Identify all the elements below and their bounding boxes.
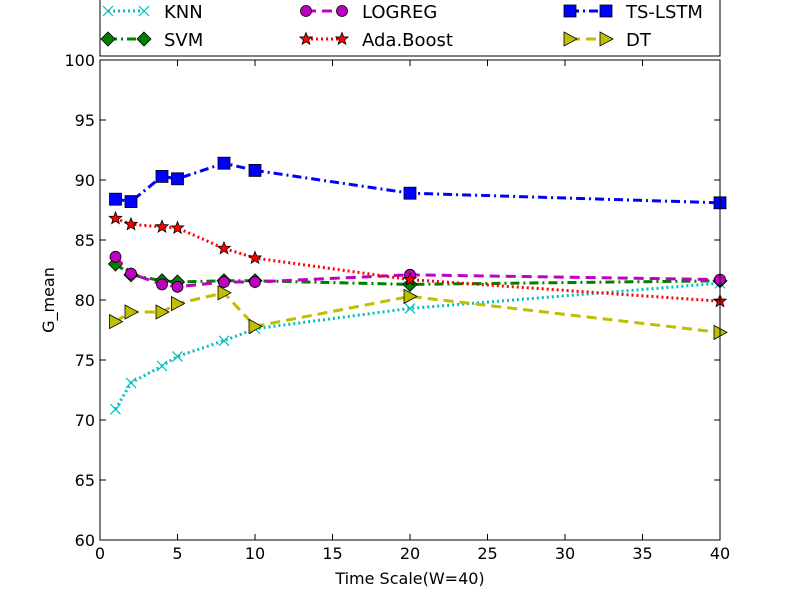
- y-tick-label-95: 95: [75, 111, 95, 130]
- legend-marker-end-logreg: [336, 5, 348, 17]
- point-ts-lstm-4: [155, 169, 169, 183]
- x-tick-label-35: 35: [632, 544, 652, 563]
- point-dt-10: [248, 318, 263, 335]
- x-axis-label: Time Scale(W=40): [334, 569, 484, 588]
- point-dt-2: [124, 304, 139, 320]
- legend-label-dt: DT: [626, 30, 652, 51]
- point-logreg-8: [218, 276, 230, 288]
- point-ts-lstm-20: [403, 186, 417, 200]
- point-knn-4-stroke-b: [156, 360, 168, 372]
- y-tick-label-75: 75: [75, 351, 95, 370]
- x-tick-label-5: 5: [172, 544, 182, 563]
- x-tick-label-15: 15: [322, 544, 342, 563]
- legend-marker-end-knn-stroke-b: [138, 5, 150, 17]
- legend-entry-dt: DT: [563, 30, 652, 51]
- point-ts-lstm-1: [109, 192, 122, 206]
- legend-label-ada-boost: Ada.Boost: [362, 30, 453, 51]
- point-knn-20: [404, 302, 416, 314]
- point-knn-5: [172, 350, 183, 362]
- point-knn-20-stroke-b: [404, 302, 416, 314]
- legend-marker-end-svm: [136, 31, 152, 47]
- legend-entry-knn: KNN: [102, 2, 203, 23]
- point-ada-boost-2: [123, 216, 139, 231]
- series-line-ada-boost: [114, 217, 721, 303]
- point-logreg-1: [109, 250, 122, 263]
- series-ts-lstm: [109, 156, 727, 210]
- point-ada-boost-1: [108, 210, 123, 225]
- legend-marker-start-ada-boost: [298, 31, 314, 46]
- legend-marker-end-ts-lstm: [599, 4, 613, 18]
- x-tick-label-20: 20: [400, 544, 420, 563]
- point-ada-boost-5: [170, 220, 185, 235]
- point-ada-boost-20: [402, 271, 418, 286]
- y-tick-label-85: 85: [75, 231, 95, 250]
- legend-label-ts-lstm: TS-LSTM: [625, 2, 703, 23]
- point-ts-lstm-5: [171, 172, 184, 186]
- point-knn-4: [156, 360, 168, 372]
- y-axis-label: G_mean: [39, 267, 59, 333]
- legend-marker-end-ada-boost: [334, 31, 350, 46]
- point-logreg-2: [125, 267, 137, 280]
- y-tick-label-65: 65: [75, 471, 95, 490]
- point-dt-5: [171, 295, 186, 312]
- x-tick-label-40: 40: [710, 544, 730, 563]
- legend-marker-start-dt: [563, 31, 578, 47]
- point-knn-8: [218, 335, 230, 347]
- legend-marker-start-svm: [100, 31, 116, 47]
- legend-entry-svm: SVM: [100, 30, 203, 51]
- legend-marker-end-knn: [138, 5, 150, 17]
- y-tick-label-90: 90: [75, 171, 95, 190]
- axes-layer: 0 5 10 15 20 25 30 35 40 60 65 70 75 80 85 90 95 100: [64, 51, 730, 563]
- point-ada-boost-4: [154, 219, 170, 233]
- x-tick-label-0: 0: [95, 544, 105, 563]
- legend-entry-ts-lstm: TS-LSTM: [563, 2, 703, 23]
- legend-label-svm: SVM: [164, 30, 203, 51]
- point-dt-8: [217, 285, 232, 301]
- legend-entry-logreg: LOGREG: [300, 2, 437, 23]
- point-logreg-4: [156, 278, 168, 291]
- point-knn-2-stroke-b: [125, 377, 137, 389]
- legend-marker-start-knn: [102, 5, 114, 17]
- legend: KNN LOGREG TS-LSTM SVM Ada.Boost DT: [99, 0, 721, 57]
- point-dt-20: [403, 288, 418, 305]
- y-tick-label-60: 60: [75, 531, 95, 550]
- y-tick-label-70: 70: [75, 411, 95, 430]
- y-tick-label-100: 100: [64, 51, 95, 70]
- x-tick-label-10: 10: [245, 544, 265, 563]
- point-ts-lstm-2: [124, 195, 138, 209]
- point-knn-8-stroke-b: [218, 335, 230, 347]
- point-ada-boost-8: [216, 240, 232, 255]
- legend-frame: [99, 0, 721, 57]
- point-dt-4: [155, 304, 170, 320]
- point-ada-boost-10: [247, 250, 263, 265]
- point-logreg-5: [171, 280, 184, 293]
- legend-entry-ada-boost: Ada.Boost: [298, 30, 453, 51]
- legend-marker-end-dt: [599, 31, 614, 47]
- point-logreg-10: [249, 276, 261, 288]
- point-ts-lstm-8: [217, 156, 231, 170]
- series-dt: [109, 285, 728, 341]
- point-dt-1: [109, 313, 124, 330]
- point-knn-2: [125, 377, 137, 389]
- point-knn-1-stroke-b: [110, 403, 121, 415]
- point-ts-lstm-10: [248, 163, 262, 177]
- legend-marker-start-ts-lstm: [563, 4, 577, 18]
- series-line-knn: [114, 281, 721, 410]
- series-layer: [107, 156, 728, 415]
- legend-label-logreg: LOGREG: [362, 2, 437, 23]
- legend-marker-start-logreg: [300, 5, 312, 17]
- legend-label-knn: KNN: [164, 2, 203, 23]
- x-tick-label-30: 30: [555, 544, 575, 563]
- point-knn-5-stroke-b: [172, 350, 183, 362]
- legend-marker-start-knn-stroke-b: [102, 5, 114, 17]
- point-knn-1: [110, 403, 121, 415]
- x-tick-label-25: 25: [477, 544, 497, 563]
- y-tick-label-80: 80: [75, 291, 95, 310]
